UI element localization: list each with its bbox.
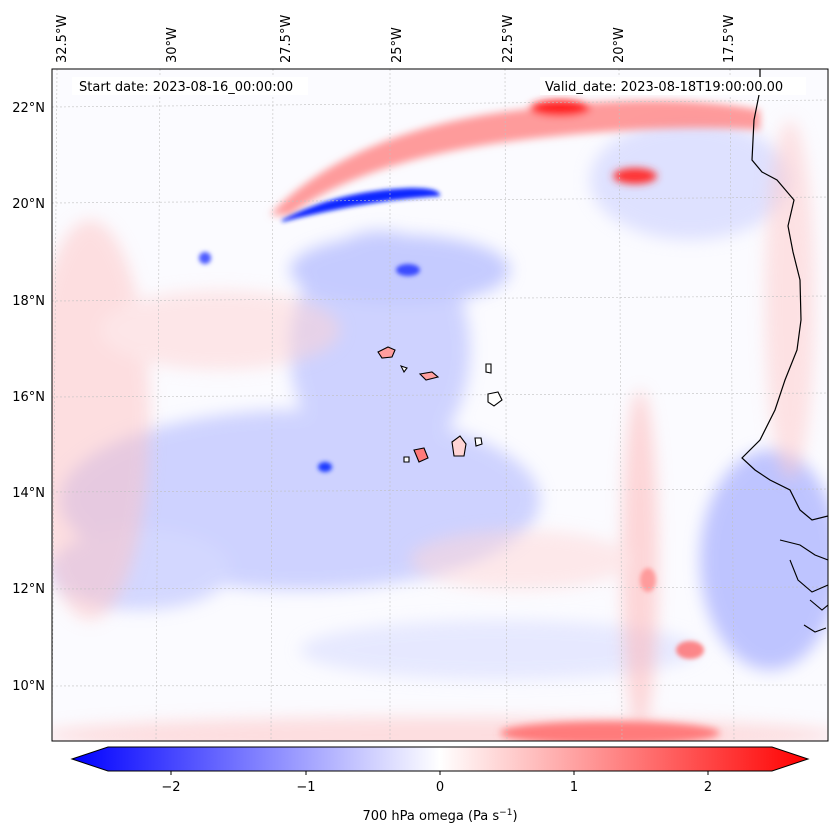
colorbar-label: 700 hPa omega (Pa s−1) bbox=[362, 808, 517, 824]
lat-label-16n: 16°N bbox=[12, 390, 45, 405]
lat-label-22n: 22°N bbox=[12, 101, 45, 116]
lat-label-12n: 12°N bbox=[12, 582, 45, 597]
cb-tick-m2: −2 bbox=[161, 780, 180, 795]
cb-tick-2: 2 bbox=[704, 780, 712, 795]
colorbar-ticks bbox=[170, 771, 709, 775]
colorbar: −2 −1 0 1 2 700 hPa omega (Pa s−1) bbox=[70, 746, 810, 824]
cape-verde-islands bbox=[377, 346, 503, 463]
lat-label-20n: 20°N bbox=[12, 197, 45, 212]
lon-label-25w: 25°W bbox=[390, 27, 405, 63]
cb-tick-m1: −1 bbox=[296, 780, 315, 795]
lon-label-17-5w: 17.5°W bbox=[722, 15, 737, 63]
colorbar-body bbox=[70, 746, 810, 772]
lat-label-14n: 14°N bbox=[12, 486, 45, 501]
lon-label-22-5w: 22.5°W bbox=[501, 15, 516, 63]
lon-label-20w: 20°W bbox=[612, 27, 627, 63]
cb-tick-0: 0 bbox=[436, 780, 444, 795]
start-date: Start date: 2023-08-16_00:00:00 bbox=[79, 80, 293, 95]
map-frame bbox=[51, 68, 829, 742]
lon-labels: 32.5°W 30°W 27.5°W 25°W 22.5°W 20°W 17.5… bbox=[55, 15, 737, 63]
valid-date: Valid_date: 2023-08-18T19:00:00.00 bbox=[545, 80, 783, 95]
lon-label-27-5w: 27.5°W bbox=[279, 15, 294, 63]
coastline bbox=[741, 69, 828, 521]
lat-label-10n: 10°N bbox=[12, 679, 45, 694]
coastline-south bbox=[779, 539, 828, 633]
cb-tick-1: 1 bbox=[570, 780, 578, 795]
omega-field bbox=[52, 69, 828, 741]
lon-label-30w: 30°W bbox=[165, 27, 180, 63]
lat-labels: 22°N 20°N 18°N 16°N 14°N 12°N 10°N bbox=[12, 101, 45, 694]
graticule bbox=[52, 69, 828, 741]
lat-label-18n: 18°N bbox=[12, 294, 45, 309]
lon-label-32-5w: 32.5°W bbox=[55, 15, 70, 63]
